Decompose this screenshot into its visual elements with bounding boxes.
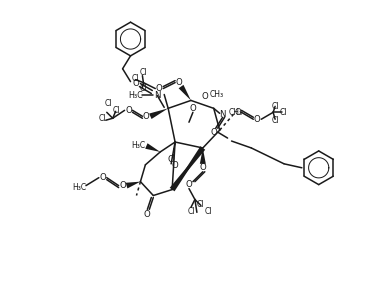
Text: H₃C: H₃C: [72, 183, 86, 192]
Polygon shape: [149, 108, 168, 119]
Text: H₃C: H₃C: [131, 140, 145, 150]
Text: O: O: [168, 155, 175, 164]
Text: Cl: Cl: [105, 99, 112, 108]
Text: CH₃: CH₃: [210, 90, 224, 99]
Text: CH₃: CH₃: [228, 108, 243, 117]
Text: O: O: [144, 210, 151, 219]
Text: O: O: [119, 181, 126, 190]
Polygon shape: [200, 148, 206, 164]
Text: O: O: [125, 106, 132, 115]
Polygon shape: [126, 182, 141, 188]
Text: Cl: Cl: [205, 207, 212, 216]
Text: Cl: Cl: [132, 74, 139, 83]
Text: O: O: [143, 112, 150, 121]
Text: O: O: [189, 104, 196, 113]
Text: Cl: Cl: [139, 68, 147, 77]
Polygon shape: [172, 146, 205, 190]
Polygon shape: [170, 148, 203, 191]
Text: N: N: [219, 110, 226, 119]
Text: Cl: Cl: [99, 114, 107, 123]
Text: O: O: [186, 180, 192, 189]
Text: N: N: [154, 91, 161, 100]
Text: Cl: Cl: [187, 207, 195, 216]
Text: Cl: Cl: [279, 108, 287, 117]
Text: Cl: Cl: [271, 102, 279, 111]
Text: Cl: Cl: [271, 116, 279, 125]
Text: O: O: [211, 128, 217, 137]
Text: O: O: [254, 115, 261, 124]
Polygon shape: [179, 85, 191, 100]
Text: O: O: [132, 79, 139, 88]
Text: O: O: [201, 92, 208, 101]
Text: Cl: Cl: [113, 106, 120, 115]
Text: H₃C: H₃C: [128, 91, 143, 100]
Text: O: O: [156, 84, 163, 93]
Text: Cl: Cl: [139, 84, 147, 93]
Text: Cl: Cl: [197, 200, 205, 209]
Text: O: O: [100, 173, 106, 182]
Polygon shape: [145, 143, 160, 152]
Text: O: O: [176, 78, 182, 87]
Text: O: O: [199, 163, 206, 172]
Text: O: O: [234, 108, 241, 117]
Text: O: O: [172, 161, 178, 170]
